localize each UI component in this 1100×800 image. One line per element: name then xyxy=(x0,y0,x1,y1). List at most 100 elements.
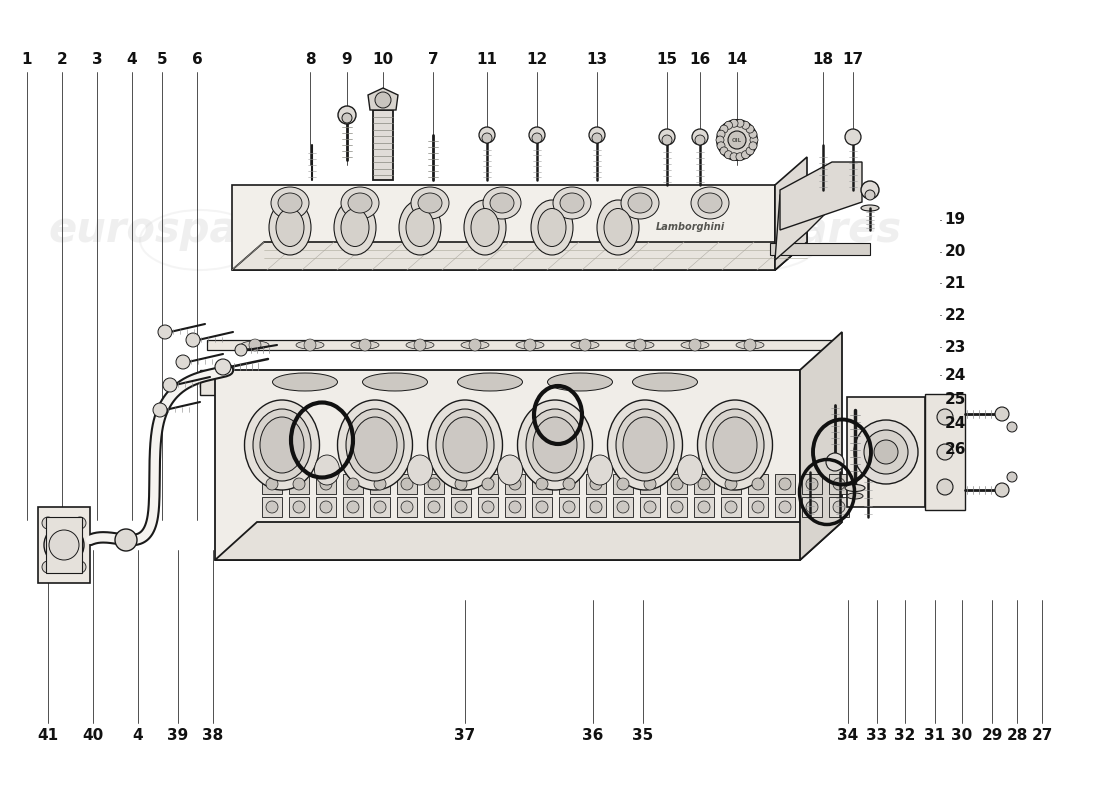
Circle shape xyxy=(563,501,575,513)
Circle shape xyxy=(752,478,764,490)
Circle shape xyxy=(937,479,953,495)
Polygon shape xyxy=(694,497,714,517)
Polygon shape xyxy=(925,394,965,510)
Circle shape xyxy=(579,339,591,351)
Polygon shape xyxy=(368,88,398,110)
Ellipse shape xyxy=(399,200,441,255)
Circle shape xyxy=(529,127,544,143)
Polygon shape xyxy=(232,242,807,270)
Ellipse shape xyxy=(698,193,722,213)
Circle shape xyxy=(50,530,79,560)
Circle shape xyxy=(826,453,844,471)
Ellipse shape xyxy=(244,400,319,490)
Circle shape xyxy=(717,120,757,160)
Ellipse shape xyxy=(273,373,338,391)
Circle shape xyxy=(469,339,481,351)
Polygon shape xyxy=(748,474,768,494)
Circle shape xyxy=(509,478,521,490)
Text: eurospares: eurospares xyxy=(638,209,902,251)
Circle shape xyxy=(428,478,440,490)
Polygon shape xyxy=(613,497,632,517)
Circle shape xyxy=(176,355,190,369)
Circle shape xyxy=(741,150,749,158)
Ellipse shape xyxy=(736,341,764,349)
Ellipse shape xyxy=(607,400,682,490)
Polygon shape xyxy=(397,497,417,517)
Text: 32: 32 xyxy=(894,727,915,742)
Text: 3: 3 xyxy=(91,53,102,67)
Text: 4: 4 xyxy=(133,727,143,742)
Text: 11: 11 xyxy=(476,53,497,67)
Polygon shape xyxy=(262,497,282,517)
Text: 31: 31 xyxy=(924,727,946,742)
Ellipse shape xyxy=(241,341,270,349)
Ellipse shape xyxy=(458,373,522,391)
Polygon shape xyxy=(776,157,807,270)
Polygon shape xyxy=(802,474,822,494)
Text: 33: 33 xyxy=(867,727,888,742)
Ellipse shape xyxy=(348,193,372,213)
Circle shape xyxy=(698,501,710,513)
Text: 6: 6 xyxy=(191,53,202,67)
Text: 19: 19 xyxy=(945,213,966,227)
Ellipse shape xyxy=(847,493,864,499)
Polygon shape xyxy=(39,507,90,583)
Polygon shape xyxy=(370,474,390,494)
Circle shape xyxy=(741,122,749,130)
Polygon shape xyxy=(586,497,606,517)
Circle shape xyxy=(736,153,744,161)
Polygon shape xyxy=(214,370,800,560)
Circle shape xyxy=(186,333,200,347)
Ellipse shape xyxy=(253,409,311,481)
Circle shape xyxy=(116,529,138,551)
Polygon shape xyxy=(559,474,579,494)
Circle shape xyxy=(482,501,494,513)
Ellipse shape xyxy=(845,485,865,491)
Circle shape xyxy=(750,136,758,144)
Text: 28: 28 xyxy=(1006,727,1027,742)
Circle shape xyxy=(749,142,757,150)
Circle shape xyxy=(293,478,305,490)
Ellipse shape xyxy=(497,455,522,485)
Ellipse shape xyxy=(604,209,632,246)
Circle shape xyxy=(937,444,953,460)
Circle shape xyxy=(617,501,629,513)
Text: 27: 27 xyxy=(1032,727,1053,742)
Ellipse shape xyxy=(411,187,449,219)
Circle shape xyxy=(536,478,548,490)
Text: 41: 41 xyxy=(37,727,58,742)
Circle shape xyxy=(698,478,710,490)
Circle shape xyxy=(320,501,332,513)
Circle shape xyxy=(779,501,791,513)
Ellipse shape xyxy=(616,409,674,481)
Circle shape xyxy=(725,478,737,490)
Polygon shape xyxy=(776,474,795,494)
Circle shape xyxy=(478,127,495,143)
Circle shape xyxy=(1006,422,1018,432)
Circle shape xyxy=(563,478,575,490)
Circle shape xyxy=(996,483,1009,497)
Text: 18: 18 xyxy=(813,53,834,67)
Text: 4: 4 xyxy=(126,53,138,67)
Circle shape xyxy=(414,339,426,351)
Circle shape xyxy=(937,409,953,425)
Circle shape xyxy=(644,478,656,490)
Circle shape xyxy=(644,501,656,513)
Circle shape xyxy=(532,133,542,143)
Circle shape xyxy=(617,478,629,490)
Text: 21: 21 xyxy=(945,275,966,290)
Ellipse shape xyxy=(621,187,659,219)
Circle shape xyxy=(536,501,548,513)
Text: 15: 15 xyxy=(657,53,678,67)
Circle shape xyxy=(717,142,725,150)
Circle shape xyxy=(338,106,356,124)
Circle shape xyxy=(266,478,278,490)
Text: 29: 29 xyxy=(981,727,1003,742)
Text: 25: 25 xyxy=(944,393,966,407)
Ellipse shape xyxy=(538,209,566,246)
Circle shape xyxy=(695,135,705,145)
Circle shape xyxy=(374,501,386,513)
Circle shape xyxy=(779,478,791,490)
Ellipse shape xyxy=(597,200,639,255)
Ellipse shape xyxy=(628,193,652,213)
